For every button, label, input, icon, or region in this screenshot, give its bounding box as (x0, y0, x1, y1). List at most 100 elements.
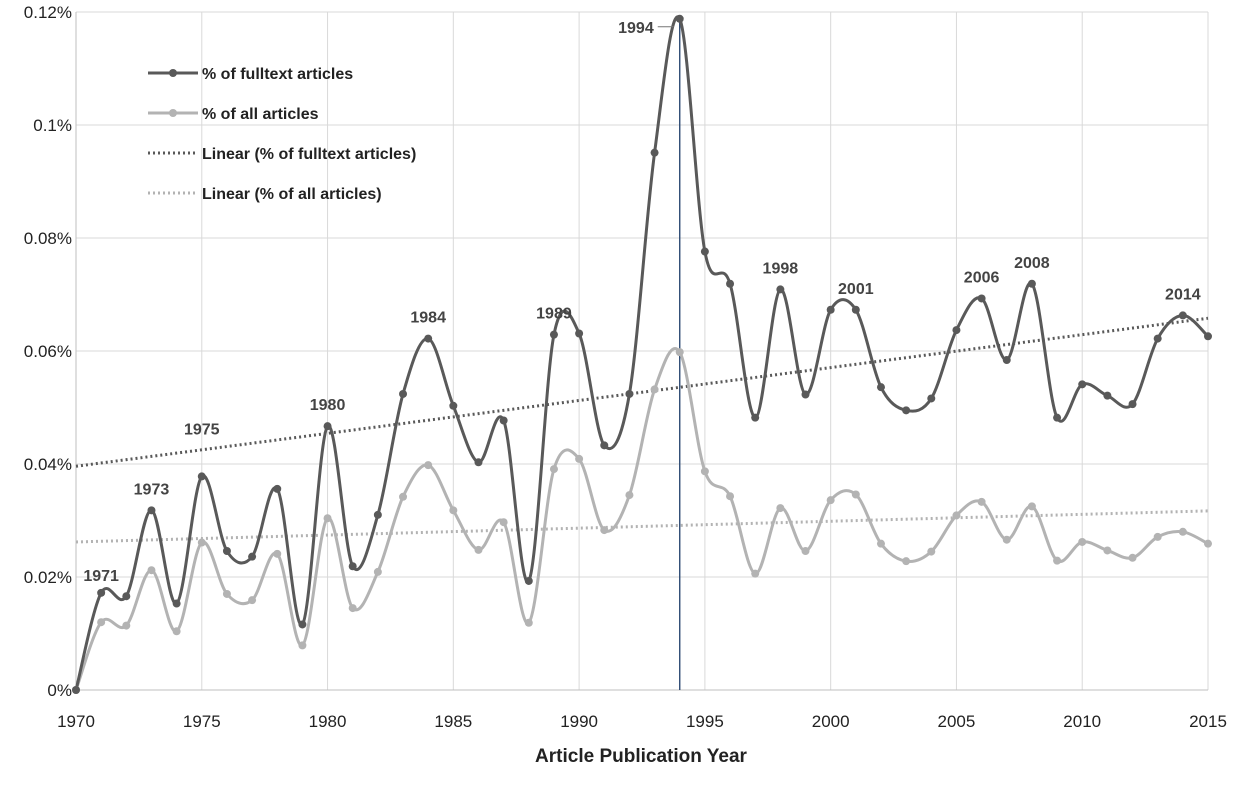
trendlines (75, 316, 1209, 544)
data-point (1204, 539, 1212, 548)
data-point (1078, 380, 1087, 389)
data-point (323, 422, 332, 431)
data-point (273, 484, 282, 493)
y-tick-label: 0.02% (24, 568, 72, 587)
legend: % of fulltext articles % of all articles L… (148, 66, 416, 203)
x-tick-label: 1995 (686, 712, 724, 731)
trendline (75, 316, 1209, 468)
data-point (248, 596, 257, 605)
data-point (675, 14, 684, 23)
data-point (273, 549, 282, 558)
x-axis-label: Article Publication Year (535, 746, 748, 767)
data-point (952, 326, 961, 335)
annotation-label: 1989 (536, 306, 572, 323)
data-point (1078, 537, 1087, 546)
data-point (751, 569, 760, 578)
data-point (298, 641, 307, 650)
data-point (122, 621, 131, 630)
y-tick-label: 0.12% (24, 3, 72, 22)
data-point (776, 504, 785, 513)
data-point (348, 562, 357, 571)
data-point (122, 592, 131, 601)
annotation-label: 1984 (410, 310, 446, 327)
data-point (575, 454, 584, 463)
data-point (399, 389, 408, 398)
data-point (373, 510, 382, 519)
data-point (474, 545, 483, 554)
data-point (172, 627, 181, 636)
data-point (499, 416, 508, 425)
data-point (625, 491, 634, 500)
x-tick-label: 1990 (560, 712, 598, 731)
annotation-label: 2006 (964, 269, 1000, 286)
data-point (600, 441, 609, 450)
data-point (952, 511, 961, 520)
data-point (977, 294, 986, 303)
data-point (625, 389, 634, 398)
data-point (147, 506, 156, 515)
data-point (851, 305, 860, 314)
data-point (499, 518, 508, 527)
data-point (449, 506, 458, 515)
data-point (147, 566, 156, 575)
data-point (1027, 279, 1036, 288)
data-point (977, 497, 986, 506)
legend-label: Linear (% of fulltext articles) (202, 146, 416, 163)
data-point (826, 496, 835, 505)
annotation-label: 2014 (1165, 286, 1201, 303)
data-point (72, 686, 80, 694)
data-point (1103, 391, 1112, 400)
data-point (1153, 334, 1162, 343)
data-point (373, 567, 382, 576)
x-tick-label: 2005 (938, 712, 976, 731)
data-point (1178, 527, 1187, 536)
data-point (927, 547, 936, 556)
data-point (248, 552, 257, 561)
annotation-label: 2008 (1014, 255, 1050, 272)
data-point (197, 472, 206, 481)
data-point (197, 538, 206, 547)
data-point (97, 618, 106, 627)
legend-swatch-marker (169, 109, 177, 117)
data-point (1002, 356, 1011, 365)
data-point (1053, 556, 1062, 565)
y-tick-label: 0.08% (24, 229, 72, 248)
data-point (399, 492, 408, 501)
data-point (549, 465, 558, 474)
data-point (851, 490, 860, 499)
data-point (222, 547, 231, 556)
data-point (1128, 553, 1137, 562)
series-points (72, 14, 1212, 694)
data-point (474, 458, 483, 467)
data-point (826, 305, 835, 314)
data-point (424, 334, 433, 343)
data-point (1002, 535, 1011, 544)
legend-label: % of all articles (202, 106, 319, 123)
annotation-label: 1980 (310, 397, 346, 414)
x-tick-label: 1980 (309, 712, 347, 731)
data-point (424, 461, 433, 470)
legend-label: % of fulltext articles (202, 66, 353, 83)
y-tick-label: 0.1% (33, 116, 72, 135)
data-point (449, 401, 458, 410)
data-point (172, 599, 181, 608)
data-point (801, 547, 810, 556)
y-tick-labels: 0% 0.02% 0.04% 0.06% 0.08% 0.1% 0.12% (24, 3, 72, 700)
data-point (524, 618, 533, 627)
data-point (348, 604, 357, 613)
annotation-label: 2001 (838, 281, 874, 298)
data-point (575, 329, 584, 338)
data-point (751, 413, 760, 422)
axes (75, 12, 1208, 691)
x-tick-label: 1970 (57, 712, 95, 731)
data-point (222, 589, 231, 598)
x-tick-label: 2015 (1189, 712, 1227, 731)
annotation-label: 1998 (763, 260, 799, 277)
annotation-label: 1973 (134, 481, 170, 498)
data-point (1128, 400, 1137, 409)
legend-label: Linear (% of all articles) (202, 186, 382, 203)
data-point (902, 406, 911, 415)
data-point (1053, 413, 1062, 422)
annotation-label: 1994 (618, 20, 654, 37)
